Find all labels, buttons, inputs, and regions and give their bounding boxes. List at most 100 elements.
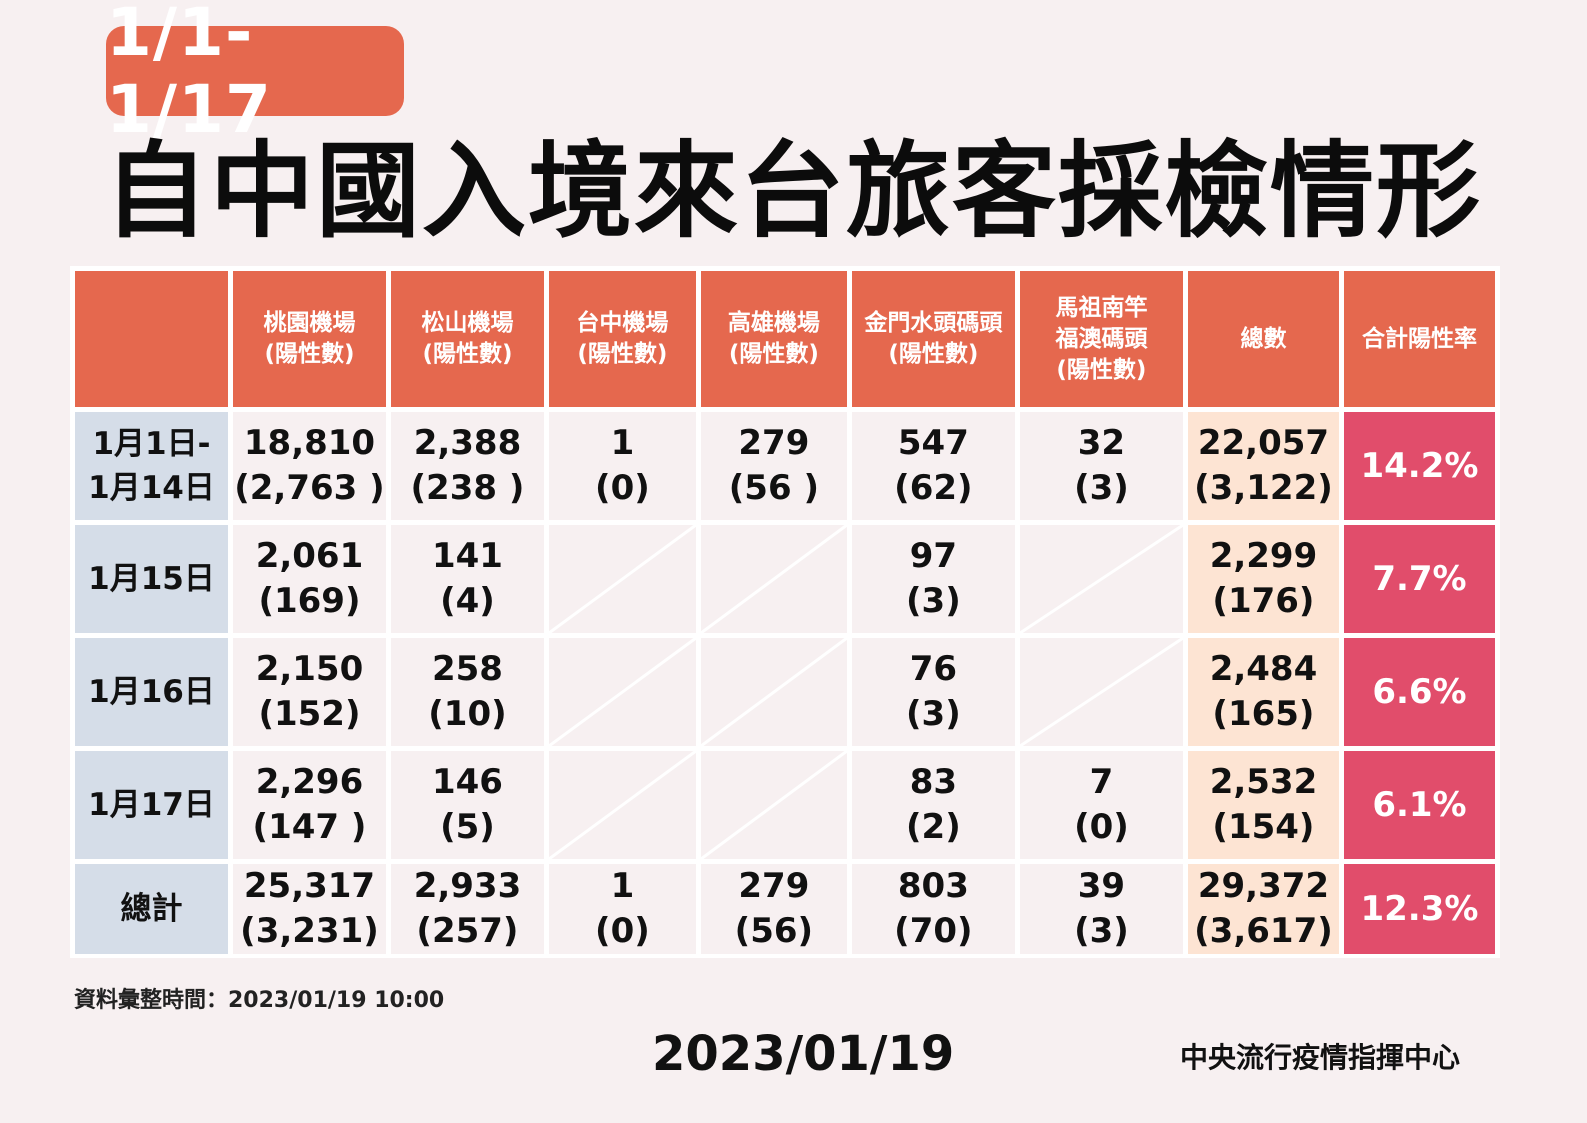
cell-value: 22,057 — [1197, 423, 1330, 463]
table-header-row: 桃園機場 (陽性數) 松山機場 (陽性數) 台中機場 (陽性數) 高雄機場 (陽性數) 金門水頭… — [75, 271, 1495, 407]
site-cell: 76 (3) — [851, 638, 1015, 746]
cell-value: 29,372 — [1197, 866, 1330, 906]
cell-positive-count: (176) — [1212, 581, 1315, 621]
positive-rate-cell: 14.2% — [1343, 412, 1495, 520]
cell-positive-count: (62) — [894, 468, 973, 508]
cell-positive-count: (3) — [1074, 911, 1129, 951]
site-cell: 803 (70) — [851, 864, 1015, 954]
row-label: 1月15日 — [75, 525, 228, 633]
column-header-line: (陽性數) — [264, 341, 355, 367]
cell-positive-count: (238 ) — [410, 468, 525, 508]
column-header-line: 高雄機場 — [727, 310, 820, 336]
cell-value: 141 — [431, 536, 503, 576]
site-cell: 2,296 (147 ) — [232, 751, 386, 859]
cell-positive-count: (2) — [906, 807, 961, 847]
column-header-line: 松山機場 — [421, 310, 514, 336]
column-header: 松山機場 (陽性數) — [390, 271, 544, 407]
cell-positive-count: (10) — [428, 694, 507, 734]
site-cell: 97 (3) — [851, 525, 1015, 633]
column-header: 合計陽性率 — [1343, 271, 1495, 407]
empty-cell — [700, 751, 847, 859]
column-header: 桃園機場 (陽性數) — [232, 271, 386, 407]
cell-value: 總計 — [120, 891, 183, 927]
cell-positive-count: (3,122) — [1194, 468, 1333, 508]
row-label: 1月17日 — [75, 751, 228, 859]
column-header-line: 台中機場 — [576, 310, 669, 336]
table-row: 1月15日 2,061 (169) 141 (4) 97 (3) 2,299 (176) 7.7% — [75, 525, 1495, 633]
column-header-line: 合計陽性率 — [1361, 325, 1477, 352]
cell-value: 1月17日 — [88, 787, 215, 823]
site-cell: 547 (62) — [851, 412, 1015, 520]
cell-positive-count: (0) — [595, 911, 650, 951]
column-header-line: 馬祖南竿 — [1055, 294, 1148, 321]
site-cell: 279 (56 ) — [700, 412, 847, 520]
column-header-line: 福澳碼頭 — [1055, 325, 1148, 352]
diagonal-slash-icon — [701, 751, 847, 859]
diagonal-slash-icon — [701, 638, 847, 746]
cell-value: 258 — [431, 649, 503, 689]
cell-positive-count: (3) — [906, 694, 961, 734]
site-cell: 258 (10) — [390, 638, 544, 746]
cell-value: 279 — [738, 423, 810, 463]
empty-cell — [700, 525, 847, 633]
row-label: 總計 — [75, 864, 228, 954]
empty-cell — [548, 751, 696, 859]
total-count-cell: 2,484 (165) — [1187, 638, 1339, 746]
diagonal-slash-icon — [549, 751, 696, 859]
empty-cell — [548, 638, 696, 746]
cell-positive-count: (70) — [894, 911, 973, 951]
empty-cell — [1019, 638, 1183, 746]
cell-value: 25,317 — [243, 866, 376, 906]
empty-cell — [700, 638, 847, 746]
stats-table: 桃園機場 (陽性數) 松山機場 (陽性數) 台中機場 (陽性數) 高雄機場 (陽性數) 金門水頭… — [70, 266, 1500, 959]
cell-value: 39 — [1077, 866, 1126, 906]
empty-cell — [1019, 525, 1183, 633]
site-cell: 2,061 (169) — [232, 525, 386, 633]
site-cell: 146 (5) — [390, 751, 544, 859]
positive-rate-cell: 6.6% — [1343, 638, 1495, 746]
positive-rate-value: 6.6% — [1372, 671, 1467, 712]
cell-value: 279 — [738, 866, 810, 906]
site-cell: 83 (2) — [851, 751, 1015, 859]
column-header-line: (陽性數) — [1056, 356, 1147, 383]
diagonal-slash-icon — [549, 525, 696, 633]
cell-positive-count: (3,617) — [1194, 911, 1333, 951]
empty-cell — [548, 525, 696, 633]
column-header: 馬祖南竿福澳碼頭 (陽性數) — [1019, 271, 1183, 407]
site-cell: 7 (0) — [1019, 751, 1183, 859]
site-cell: 32 (3) — [1019, 412, 1183, 520]
column-header-line: (陽性數) — [577, 341, 668, 367]
table-row: 1月1日- 1月14日 18,810 (2,763 ) 2,388 (238 ) 1 (0) 2… — [75, 412, 1495, 520]
total-count-cell: 2,299 (176) — [1187, 525, 1339, 633]
cell-value: 1 — [610, 866, 635, 906]
site-cell: 1 (0) — [548, 864, 696, 954]
cell-value: 1月15日 — [88, 561, 215, 597]
site-cell: 2,388 (238 ) — [390, 412, 544, 520]
column-header-line: (陽性數) — [728, 341, 819, 367]
footer-organization: 中央流行疫情指揮中心 — [1180, 1041, 1461, 1074]
column-header: 高雄機場 (陽性數) — [700, 271, 847, 407]
cell-value: 1月16日 — [88, 674, 215, 710]
column-header: 總數 — [1187, 271, 1339, 407]
cell-positive-count: (4) — [440, 581, 495, 621]
cell-positive-count: (56 ) — [728, 468, 819, 508]
total-count-cell: 2,532 (154) — [1187, 751, 1339, 859]
footer-date: 2023/01/19 — [652, 1026, 955, 1082]
cell-value: 2,484 — [1209, 649, 1318, 689]
total-row: 總計 25,317 (3,231) 2,933 (257) 1 (0) 279 (56) 803(… — [75, 864, 1495, 954]
column-header-line: 金門水頭碼頭 — [864, 310, 1003, 336]
cell-positive-count: (257) — [416, 911, 519, 951]
cell-value: 146 — [431, 762, 503, 802]
site-cell: 2,150 (152) — [232, 638, 386, 746]
cell-positive-count: (3,231) — [240, 911, 379, 951]
diagonal-slash-icon — [1020, 638, 1183, 746]
table-body: 1月1日- 1月14日 18,810 (2,763 ) 2,388 (238 ) 1 (0) 2… — [75, 412, 1495, 954]
cell-positive-count: 1月14日 — [88, 470, 215, 506]
total-count-cell: 29,372 (3,617) — [1187, 864, 1339, 954]
cell-positive-count: (152) — [258, 694, 361, 734]
positive-rate-cell: 7.7% — [1343, 525, 1495, 633]
cell-value: 18,810 — [243, 423, 376, 463]
site-cell: 279 (56) — [700, 864, 847, 954]
site-cell: 18,810 (2,763 ) — [232, 412, 386, 520]
positive-rate-cell: 12.3% — [1343, 864, 1495, 954]
